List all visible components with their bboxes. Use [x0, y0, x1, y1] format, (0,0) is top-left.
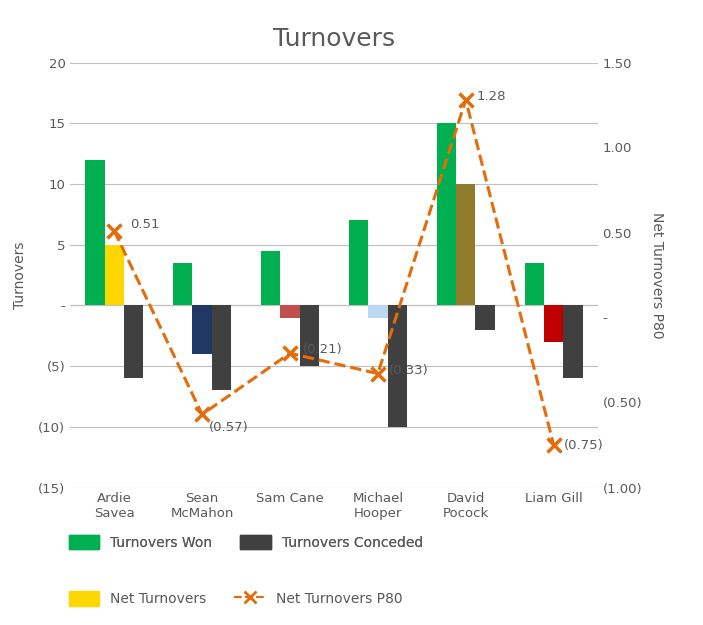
Bar — [280, 306, 299, 318]
Text: 0.51: 0.51 — [130, 217, 160, 231]
Text: (0.33): (0.33) — [389, 364, 428, 377]
Bar — [349, 221, 368, 306]
Bar — [124, 306, 143, 378]
Legend: Turnovers Won, Turnovers Conceded: Turnovers Won, Turnovers Conceded — [63, 529, 429, 556]
Y-axis label: Turnovers: Turnovers — [13, 241, 27, 309]
Text: (0.75): (0.75) — [565, 439, 604, 451]
Text: (0.21): (0.21) — [303, 343, 343, 356]
Text: (0.57): (0.57) — [209, 421, 249, 434]
Bar — [524, 263, 544, 306]
Bar — [387, 306, 407, 427]
Bar — [193, 306, 212, 354]
Bar — [261, 251, 280, 306]
Y-axis label: Net Turnovers P80: Net Turnovers P80 — [650, 212, 664, 338]
Bar — [85, 159, 105, 306]
Bar — [105, 244, 124, 306]
Bar — [563, 306, 583, 378]
Title: Turnovers: Turnovers — [273, 27, 395, 51]
Bar — [299, 306, 319, 366]
Text: 1.28: 1.28 — [477, 90, 505, 103]
Bar — [437, 123, 456, 306]
Legend: Net Turnovers, Net Turnovers P80: Net Turnovers, Net Turnovers P80 — [63, 586, 408, 612]
Bar — [456, 184, 475, 306]
Bar — [212, 306, 231, 391]
Bar — [544, 306, 563, 342]
Bar — [173, 263, 193, 306]
Bar — [475, 306, 495, 329]
Bar — [368, 306, 387, 318]
